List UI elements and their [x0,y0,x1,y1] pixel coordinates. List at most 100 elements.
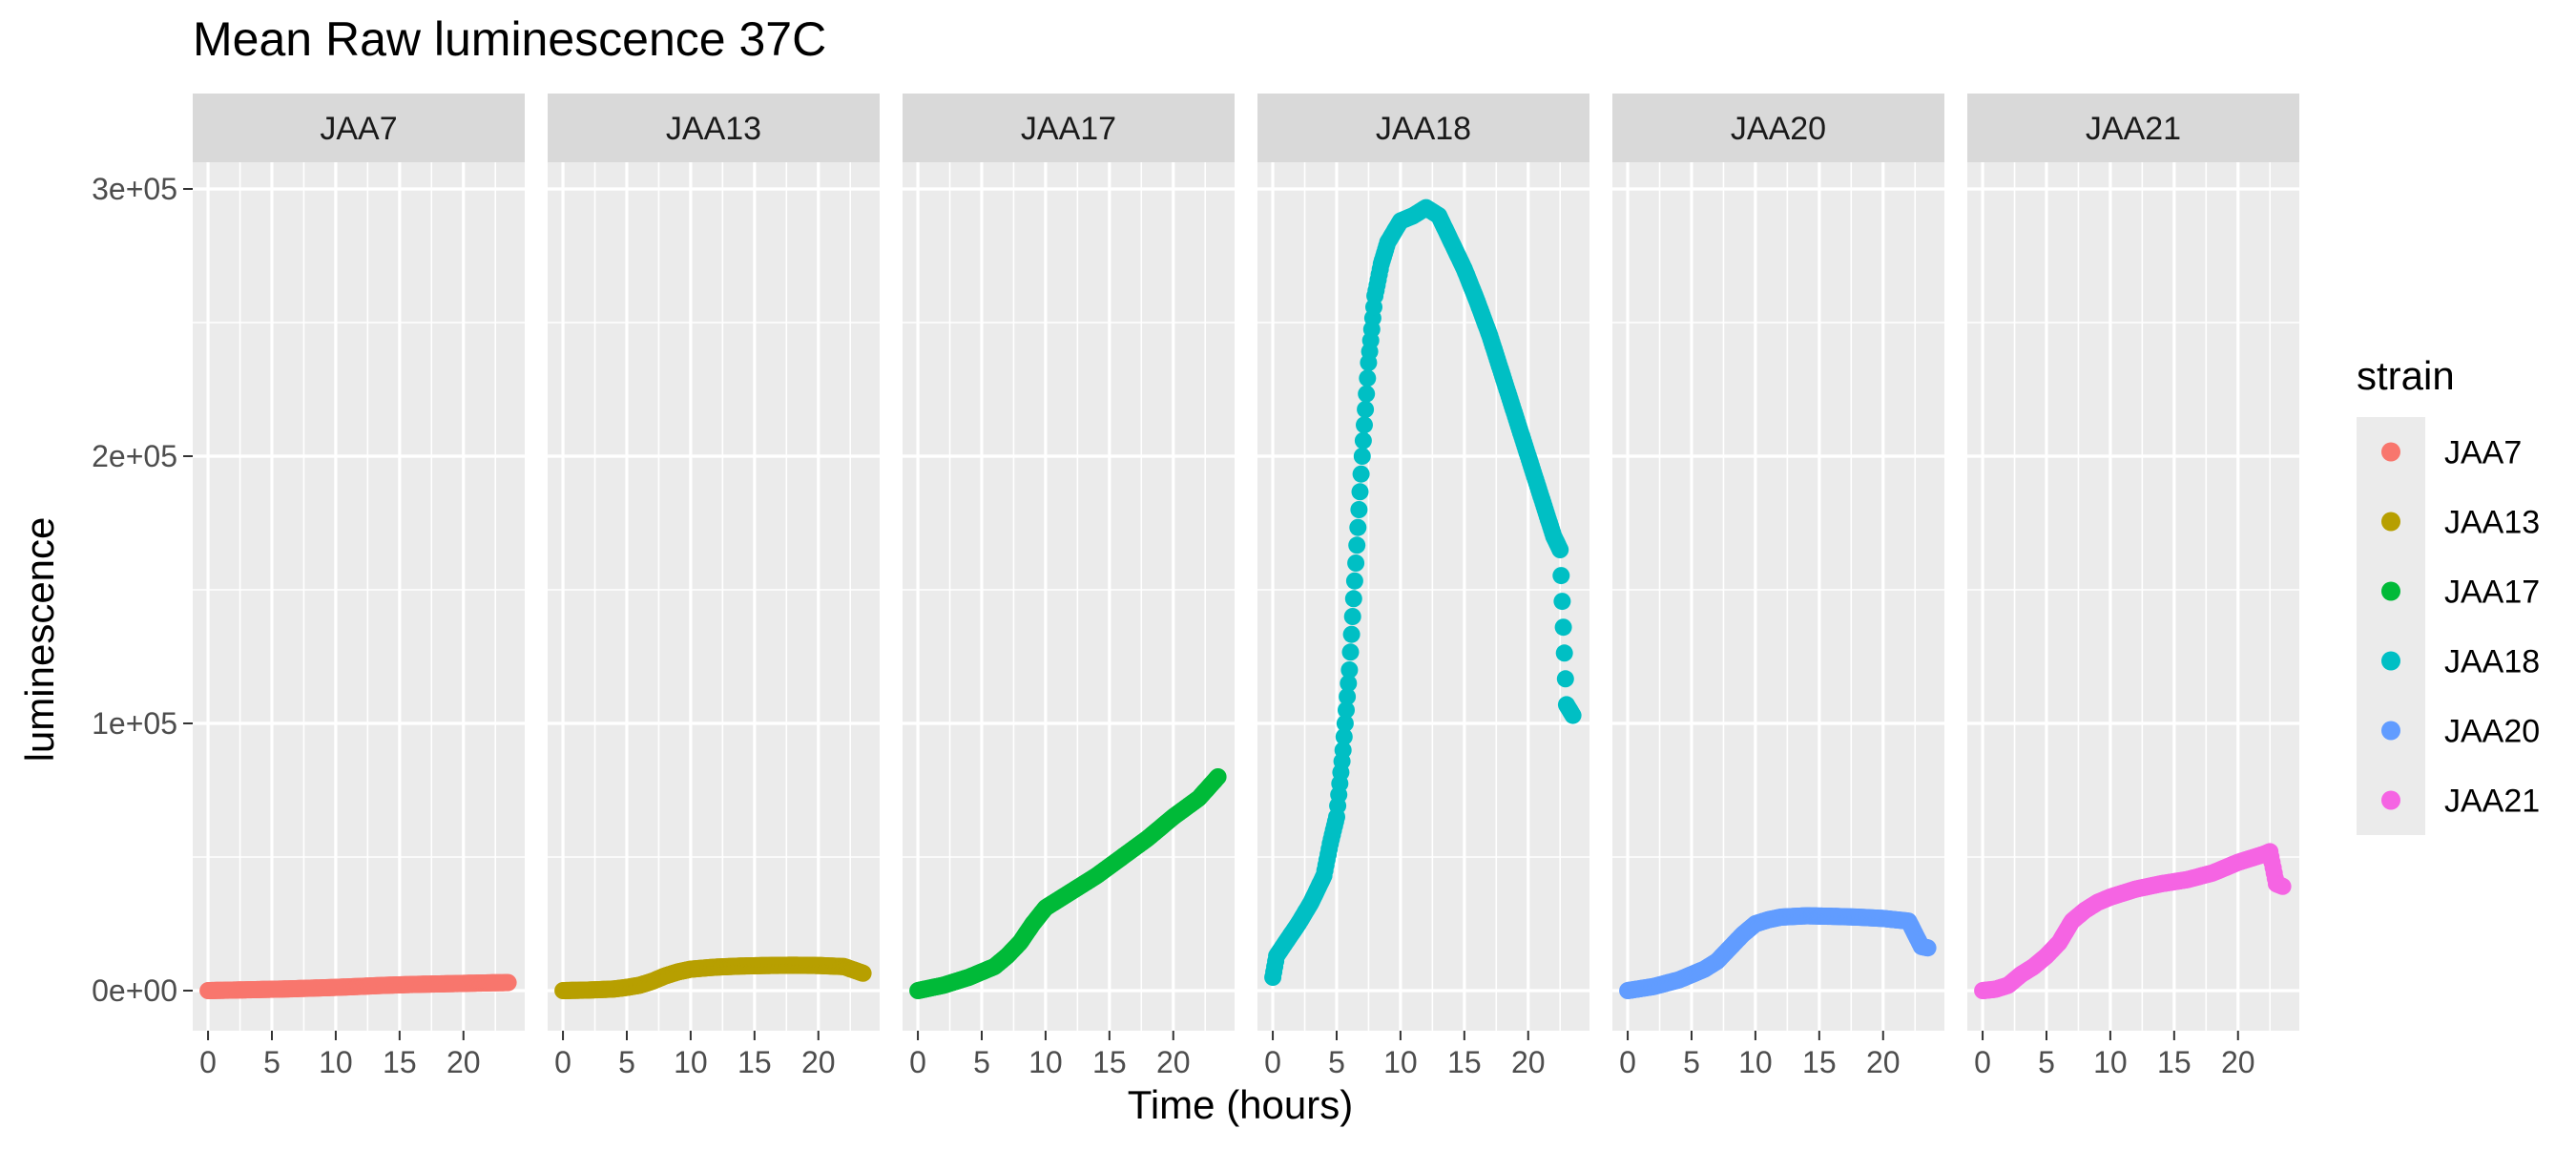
panel-background [1612,162,1944,1031]
series-points-jaa18 [1264,199,1582,986]
facet-strip [1967,94,2299,162]
data-point [1551,541,1569,558]
x-tick-label: 10 [319,1045,353,1079]
data-point [1356,416,1373,434]
x-tick-label: 15 [1092,1045,1127,1079]
data-point [1335,728,1353,745]
facet-strip [193,94,525,162]
legend-title: strain [2357,353,2455,398]
data-point [1345,572,1363,590]
data-point [1351,483,1369,501]
panel-background [193,162,525,1031]
facet-strip-label: JAA21 [2086,111,2181,147]
legend-label-jaa21: JAA21 [2444,784,2540,820]
x-tick-label: 5 [2038,1045,2055,1079]
data-point [1358,385,1376,403]
x-tick-label: 20 [1511,1045,1546,1079]
data-point [1553,593,1571,611]
panel-background [548,162,880,1031]
data-point [1354,431,1372,450]
panel-background [1967,162,2299,1031]
x-tick-label: 15 [383,1045,417,1079]
x-tick-label: 20 [1866,1045,1901,1079]
data-point [2274,877,2292,895]
facet-strip [1612,94,1944,162]
x-tick-label: 5 [1328,1045,1345,1079]
y-tick-label: 3e+05 [92,172,177,206]
chart-title: Mean Raw luminescence 37C [193,12,826,66]
data-point [1350,501,1368,518]
y-axis-title: luminescence [17,517,62,763]
legend-key-jaa7 [2381,442,2400,462]
x-axis-title: Time (hours) [1128,1082,1353,1127]
series-points-jaa17 [909,768,1227,999]
x-tick-label: 0 [1264,1045,1281,1079]
legend-label-jaa17: JAA17 [2444,575,2540,611]
y-tick-label: 0e+00 [92,973,177,1008]
data-point [1359,369,1377,387]
facet-panel-jaa21: JAA21 0 5 10 15 20 [1967,94,2299,1079]
y-tick-label: 1e+05 [92,706,177,741]
facet-strip-label: JAA13 [666,111,761,147]
x-tick-label: 10 [1383,1045,1418,1079]
data-point [1348,536,1366,554]
x-tick-label: 0 [1619,1045,1636,1079]
x-tick-label: 15 [737,1045,772,1079]
x-tick-label: 10 [2093,1045,2128,1079]
legend-key-jaa20 [2381,721,2400,741]
legend-key-background [2357,417,2425,835]
data-point [1209,768,1227,785]
data-point [1340,661,1359,679]
x-tick-label: 20 [801,1045,836,1079]
legend: strain JAA7 JAA13 JAA17 JAA18 JAA20 JAA21 [2357,353,2540,835]
data-point [854,964,872,982]
y-tick-label: 2e+05 [92,439,177,473]
data-point [1919,939,1937,957]
data-point [1338,701,1355,719]
data-point [1341,643,1360,661]
x-tick-label: 10 [1028,1045,1063,1079]
series-points-jaa21 [1974,843,2292,999]
legend-label-jaa20: JAA20 [2444,714,2540,750]
x-tick-label: 5 [1683,1045,1700,1079]
facet-strip [548,94,880,162]
series-points-jaa7 [199,973,517,999]
legend-label-jaa18: JAA18 [2444,644,2540,680]
data-point [1342,625,1361,643]
data-point [1349,518,1367,536]
x-tick-label: 15 [1447,1045,1482,1079]
data-point [1339,688,1357,705]
facet-strip-label: JAA18 [1376,111,1471,147]
data-point [1555,644,1573,662]
x-tick-label: 5 [618,1045,635,1079]
data-point [1343,608,1361,625]
x-tick-label: 10 [674,1045,708,1079]
x-tick-label: 5 [263,1045,280,1079]
data-point [1352,465,1370,483]
facet-panel-jaa13: JAA13 0 5 10 15 20 [548,94,880,1079]
facet-panel-jaa20: JAA20 0 5 10 15 20 [1612,94,1944,1079]
x-tick-label: 5 [973,1045,990,1079]
data-point [1344,590,1362,608]
x-tick-label: 0 [909,1045,926,1079]
facet-strip-label: JAA17 [1021,111,1116,147]
series-points-jaa13 [554,956,872,999]
x-tick-label: 15 [1802,1045,1837,1079]
legend-label-jaa13: JAA13 [2444,505,2540,541]
x-tick-label: 0 [199,1045,217,1079]
facet-strip-label: JAA20 [1731,111,1826,147]
x-tick-label: 0 [1974,1045,1991,1079]
legend-key-jaa18 [2381,651,2400,671]
facet-panel-jaa17: JAA17 0 5 10 15 20 [903,94,1235,1079]
facet-strip [1257,94,1589,162]
x-tick-label: 0 [554,1045,571,1079]
data-point [1340,675,1358,692]
facet-strip [903,94,1235,162]
legend-key-jaa13 [2381,512,2400,532]
data-point [499,973,517,992]
x-tick-label: 20 [2221,1045,2255,1079]
facet-panel-jaa7: JAA7 0 5 10 15 20 [193,94,525,1079]
data-point [1347,554,1365,572]
x-tick-label: 10 [1738,1045,1773,1079]
